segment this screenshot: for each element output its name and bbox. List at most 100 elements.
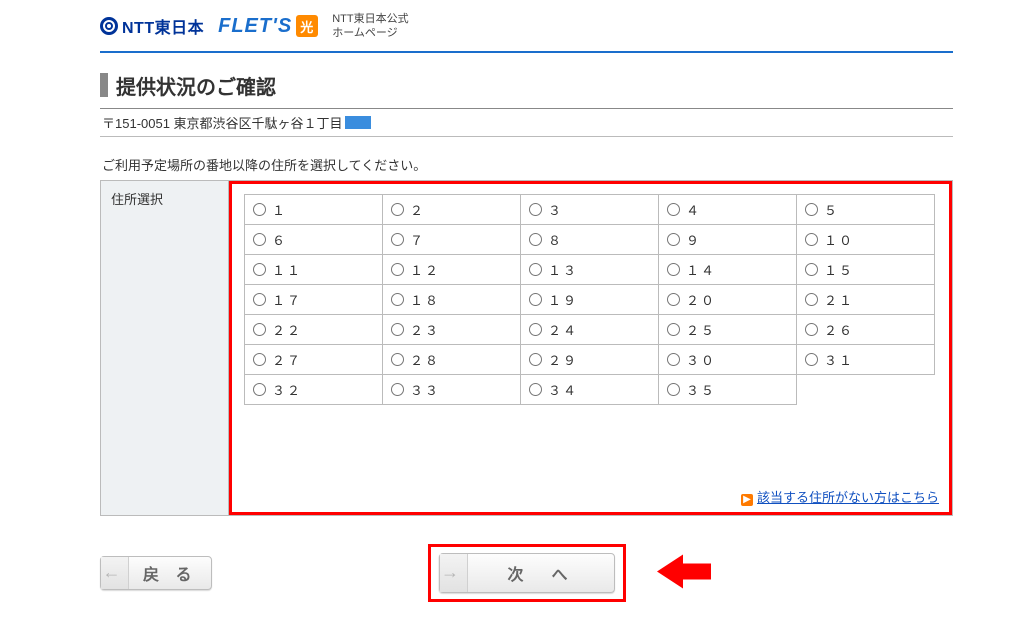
address-option[interactable]: ３０ — [667, 350, 788, 369]
address-option-radio[interactable] — [529, 293, 542, 306]
address-option-radio[interactable] — [529, 353, 542, 366]
page-title: 提供状況のご確認 — [116, 71, 276, 100]
address-option[interactable]: ３５ — [667, 380, 788, 399]
address-option-radio[interactable] — [529, 233, 542, 246]
address-option[interactable]: ９ — [667, 230, 788, 249]
address-option-radio[interactable] — [253, 383, 266, 396]
address-option-label: ６ — [272, 230, 287, 249]
next-button-highlight: → 次 へ — [427, 544, 625, 602]
address-option-label: ２ — [410, 200, 425, 219]
logo-flets-hikari-icon: 光 — [296, 15, 318, 37]
next-button-label: 次 へ — [467, 561, 613, 585]
address-option[interactable]: １ — [253, 200, 374, 219]
address-option[interactable]: ７ — [391, 230, 512, 249]
address-option[interactable]: １７ — [253, 290, 374, 309]
address-option[interactable]: １８ — [391, 290, 512, 309]
address-option-radio[interactable] — [805, 293, 818, 306]
address-option[interactable]: ２２ — [253, 320, 374, 339]
address-option-radio[interactable] — [253, 203, 266, 216]
address-highlight — [345, 116, 371, 129]
address-option-radio[interactable] — [667, 353, 680, 366]
address-option-radio[interactable] — [667, 383, 680, 396]
address-option-radio[interactable] — [391, 203, 404, 216]
address-option[interactable]: ２３ — [391, 320, 512, 339]
address-option[interactable]: ２６ — [805, 320, 926, 339]
address-option-radio[interactable] — [805, 353, 818, 366]
address-option-label: １３ — [548, 260, 578, 279]
address-option[interactable]: ３３ — [391, 380, 512, 399]
address-option-label: １２ — [410, 260, 440, 279]
address-option-radio[interactable] — [529, 383, 542, 396]
address-option[interactable]: ２０ — [667, 290, 788, 309]
address-option-radio[interactable] — [805, 323, 818, 336]
address-option-radio[interactable] — [805, 233, 818, 246]
address-option-label: ３３ — [410, 380, 440, 399]
address-option[interactable]: １２ — [391, 260, 512, 279]
address-option-label: ８ — [548, 230, 563, 249]
address-option[interactable]: ４ — [667, 200, 788, 219]
address-option-label: １ — [272, 200, 287, 219]
address-option-radio[interactable] — [253, 353, 266, 366]
address-option-radio[interactable] — [391, 353, 404, 366]
address-line: 〒151-0051 東京都渋谷区千駄ヶ谷１丁目 — [100, 111, 953, 136]
address-option-label: １０ — [824, 230, 854, 249]
ntt-ring-icon — [100, 17, 118, 35]
address-option[interactable]: １３ — [529, 260, 650, 279]
address-option-radio[interactable] — [253, 263, 266, 276]
address-option[interactable]: ２８ — [391, 350, 512, 369]
address-option[interactable]: ２４ — [529, 320, 650, 339]
logo-flets: FLET'S 光 — [218, 15, 318, 38]
address-option[interactable]: ８ — [529, 230, 650, 249]
address-option-label: ３２ — [272, 380, 302, 399]
address-option-label: １１ — [272, 260, 302, 279]
address-option-radio[interactable] — [253, 323, 266, 336]
no-match-link[interactable]: 該当する住所がない方はこちら — [757, 490, 939, 505]
address-option-radio[interactable] — [253, 233, 266, 246]
address-option[interactable]: ２７ — [253, 350, 374, 369]
address-option-radio[interactable] — [805, 263, 818, 276]
address-option[interactable]: １９ — [529, 290, 650, 309]
address-option-radio[interactable] — [391, 263, 404, 276]
buttons-row: ← 戻 る → 次 へ — [100, 546, 953, 600]
address-option-radio[interactable] — [805, 203, 818, 216]
address-option-radio[interactable] — [391, 233, 404, 246]
address-option[interactable]: ３ — [529, 200, 650, 219]
address-option[interactable]: ３２ — [253, 380, 374, 399]
address-option[interactable]: ２１ — [805, 290, 926, 309]
address-option[interactable]: ５ — [805, 200, 926, 219]
back-button[interactable]: ← 戻 る — [100, 556, 212, 590]
address-option-radio[interactable] — [391, 323, 404, 336]
header-caption-line1: NTT東日本公式 — [332, 13, 408, 25]
address-option-radio[interactable] — [667, 263, 680, 276]
address-option-label: １８ — [410, 290, 440, 309]
address-option[interactable]: １４ — [667, 260, 788, 279]
address-option-radio[interactable] — [529, 263, 542, 276]
address-option[interactable]: ２ — [391, 200, 512, 219]
address-option-radio[interactable] — [667, 203, 680, 216]
address-option-radio[interactable] — [667, 233, 680, 246]
address-option-radio[interactable] — [667, 323, 680, 336]
address-option[interactable]: ２５ — [667, 320, 788, 339]
address-option-label: ２１ — [824, 290, 854, 309]
address-option-radio[interactable] — [253, 293, 266, 306]
next-button[interactable]: → 次 へ — [438, 553, 614, 593]
address-option-radio[interactable] — [529, 323, 542, 336]
address-option-label: ５ — [824, 200, 839, 219]
address-option-label: ９ — [686, 230, 701, 249]
address-option[interactable]: ３４ — [529, 380, 650, 399]
address-option[interactable]: ３１ — [805, 350, 926, 369]
options-scroll-area[interactable]: １２３４５６７８９１０１１１２１３１４１５１７１８１９２０２１２２２３２４２５２… — [244, 194, 939, 479]
address-option-radio[interactable] — [529, 203, 542, 216]
address-option[interactable]: １５ — [805, 260, 926, 279]
address-option[interactable]: １０ — [805, 230, 926, 249]
address-option-radio[interactable] — [391, 293, 404, 306]
address-option-label: ２８ — [410, 350, 440, 369]
options-table: １２３４５６７８９１０１１１２１３１４１５１７１８１９２０２１２２２３２４２５２… — [244, 194, 935, 405]
address-option-label: ３０ — [686, 350, 716, 369]
address-option[interactable]: ２９ — [529, 350, 650, 369]
address-option-radio[interactable] — [667, 293, 680, 306]
address-option-label: ４ — [686, 200, 701, 219]
address-option[interactable]: １１ — [253, 260, 374, 279]
address-option-radio[interactable] — [391, 383, 404, 396]
address-option[interactable]: ６ — [253, 230, 374, 249]
